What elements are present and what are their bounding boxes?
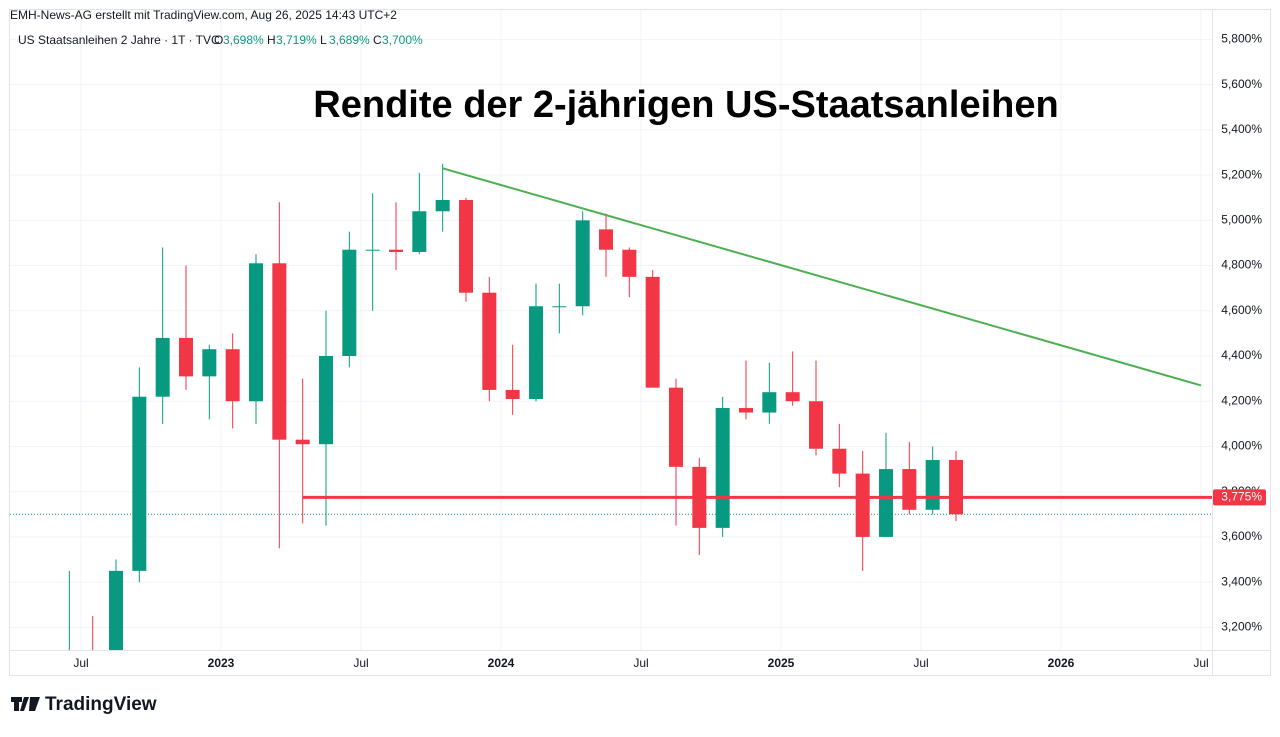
logo: TradingView bbox=[11, 694, 157, 715]
plot bbox=[10, 163, 1212, 685]
brand: TradingView bbox=[45, 694, 157, 715]
candle-body bbox=[505, 389, 520, 399]
candle-body bbox=[179, 337, 193, 377]
legend-key: L bbox=[320, 33, 327, 47]
candle-body bbox=[739, 408, 753, 413]
candle-body bbox=[225, 349, 240, 402]
y-tick-label: 4,400% bbox=[1221, 348, 1262, 362]
y-tick-label: 3,600% bbox=[1221, 529, 1262, 543]
candle-body bbox=[249, 263, 263, 402]
candle-body bbox=[202, 349, 217, 377]
candle-body bbox=[902, 469, 917, 510]
candle-body bbox=[949, 460, 963, 515]
ohlc-legend: O 3,698% H 3,719% L 3,689% C 3,700% bbox=[214, 33, 423, 47]
candle-body bbox=[529, 306, 543, 399]
candle-body bbox=[365, 249, 380, 251]
candle-body bbox=[459, 199, 473, 293]
candle-body bbox=[132, 396, 147, 571]
x-tick-label: Jul bbox=[73, 656, 88, 670]
logo-mark bbox=[11, 697, 40, 711]
legend-key: H bbox=[267, 33, 276, 47]
candle-body bbox=[809, 401, 823, 449]
axes: 3,200%3,400%3,600%3,800%4,000%4,200%4,40… bbox=[73, 32, 1266, 670]
y-tick-label: 5,200% bbox=[1221, 167, 1262, 181]
x-tick-label: 2026 bbox=[1048, 656, 1075, 670]
candle-body bbox=[109, 570, 123, 650]
candle-body bbox=[622, 249, 637, 277]
legend-value: 3,700% bbox=[382, 33, 423, 47]
candle-body bbox=[762, 392, 777, 413]
candle-body bbox=[575, 220, 590, 307]
x-tick-label: Jul bbox=[913, 656, 928, 670]
trend-line bbox=[442, 167, 1202, 387]
x-tick-label: Jul bbox=[353, 656, 368, 670]
y-tick-label: 4,200% bbox=[1221, 393, 1262, 407]
y-tick-label: 3,200% bbox=[1221, 620, 1262, 634]
candle-body bbox=[599, 229, 613, 250]
y-tick-label: 5,800% bbox=[1221, 32, 1262, 46]
y-tick-label: 4,600% bbox=[1221, 303, 1262, 317]
y-tick-label: 3,400% bbox=[1221, 574, 1262, 588]
candle-body bbox=[155, 337, 170, 397]
legend-value: 3,719% bbox=[276, 33, 317, 47]
legend-key: C bbox=[373, 33, 382, 47]
candle-body bbox=[295, 439, 310, 445]
x-tick-label: 2023 bbox=[208, 656, 235, 670]
candle-body bbox=[319, 356, 333, 445]
price-label-bg bbox=[1213, 489, 1266, 506]
x-tick-label: Jul bbox=[633, 656, 648, 670]
candle-body bbox=[855, 473, 870, 537]
frame bbox=[9, 9, 1271, 676]
x-tick-label: 2024 bbox=[488, 656, 515, 670]
legend-key: O bbox=[214, 33, 223, 47]
legend-value: 3,698% bbox=[223, 33, 264, 47]
y-tick-label: 5,400% bbox=[1221, 122, 1262, 136]
candle-body bbox=[62, 684, 76, 685]
candle-body bbox=[435, 199, 450, 212]
candle-body bbox=[482, 292, 497, 390]
price-label: 3,775% bbox=[1221, 490, 1262, 504]
x-tick-label: 2025 bbox=[768, 656, 795, 670]
candle-body bbox=[832, 448, 847, 474]
symbol: US Staatsanleihen 2 Jahre · 1T · TVC bbox=[18, 33, 220, 47]
candle-body bbox=[715, 408, 730, 528]
candle-body bbox=[669, 387, 683, 467]
candle-body bbox=[645, 276, 660, 388]
candle-body bbox=[412, 211, 427, 252]
candle-body bbox=[272, 263, 287, 440]
candle-body bbox=[925, 460, 940, 510]
legend-value: 3,689% bbox=[329, 33, 370, 47]
y-tick-label: 4,000% bbox=[1221, 439, 1262, 453]
candle-body bbox=[879, 469, 893, 537]
grid bbox=[10, 10, 1212, 650]
candle-body bbox=[785, 392, 800, 402]
candle-body bbox=[342, 249, 357, 357]
header: EMH-News-AG erstellt mit TradingView.com… bbox=[10, 8, 397, 22]
x-tick-label: Jul bbox=[1193, 656, 1208, 670]
y-tick-label: 5,600% bbox=[1221, 77, 1262, 91]
chart-title: Rendite der 2-jährigen US-Staatsanleihen bbox=[313, 84, 1058, 126]
y-tick-label: 5,000% bbox=[1221, 212, 1262, 226]
y-tick-label: 4,800% bbox=[1221, 258, 1262, 272]
candle-body bbox=[552, 306, 567, 308]
candle-body bbox=[389, 249, 403, 252]
